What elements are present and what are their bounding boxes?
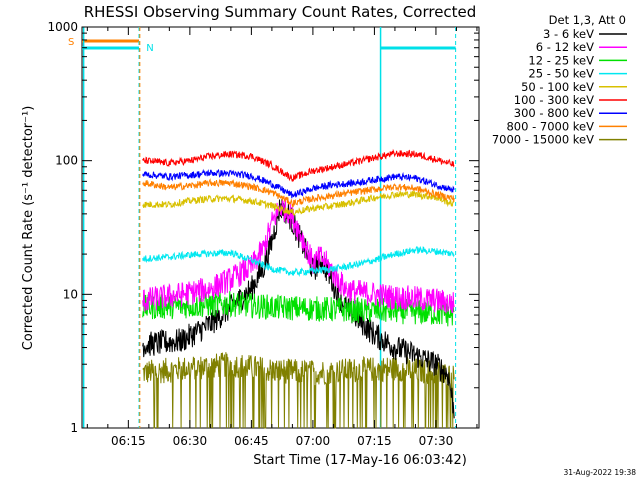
series-line: [142, 352, 455, 429]
y-tick-label: 1000: [47, 20, 78, 34]
legend-label: 6 - 12 keV: [536, 40, 594, 54]
saa-flag-label: S: [68, 37, 74, 48]
legend-label: 7000 - 15000 keV: [492, 133, 594, 147]
legend-header: Det 1,3, Att 0: [549, 13, 626, 27]
x-tick-label: 07:15: [357, 434, 392, 448]
x-axis-label: Start Time (17-May-16 06:03:42): [253, 453, 467, 468]
series-layer: [142, 148, 455, 429]
series-line: [142, 198, 455, 419]
legend-label: 50 - 100 keV: [521, 80, 594, 94]
x-tick-label: 06:30: [173, 434, 208, 448]
x-tick-label: 06:15: [111, 434, 146, 448]
series-line: [142, 168, 455, 199]
x-tick-label: 07:30: [419, 434, 454, 448]
y-tick-label: 100: [55, 154, 78, 168]
series-line: [142, 190, 455, 216]
x-tick-label: 07:00: [296, 434, 331, 448]
series-line: [142, 291, 455, 327]
x-tick-label: 06:45: [234, 434, 269, 448]
y-axis-label: Corrected Count Rate (s⁻¹ detector⁻¹): [21, 106, 36, 351]
series-line: [142, 245, 455, 277]
series-line: [142, 148, 455, 182]
night-flag-label: N: [146, 43, 153, 54]
x-axis: 06:15 06:30 06:45 07:00 07:15 07:30: [86, 27, 478, 448]
series-line: [142, 197, 455, 314]
legend-label: 3 - 6 keV: [543, 27, 594, 41]
legend-label: 800 - 7000 keV: [506, 119, 594, 133]
legend-label: 300 - 800 keV: [514, 106, 594, 120]
y-axis: 1 10 100 1000: [47, 20, 479, 435]
night-flags: SN: [68, 37, 456, 54]
y-tick-label: 1: [70, 421, 78, 435]
plot-frame: [81, 26, 480, 429]
legend-label: 100 - 300 keV: [514, 93, 594, 107]
series-line: [142, 178, 455, 208]
legend-label: 12 - 25 keV: [528, 53, 594, 67]
boundary-lines: [82, 27, 457, 428]
footer-date: 31-Aug-2022 19:38: [563, 468, 636, 477]
chart-title: RHESSI Observing Summary Count Rates, Co…: [84, 3, 477, 21]
y-tick-label: 10: [63, 287, 78, 301]
legend-label: 25 - 50 keV: [528, 67, 594, 81]
